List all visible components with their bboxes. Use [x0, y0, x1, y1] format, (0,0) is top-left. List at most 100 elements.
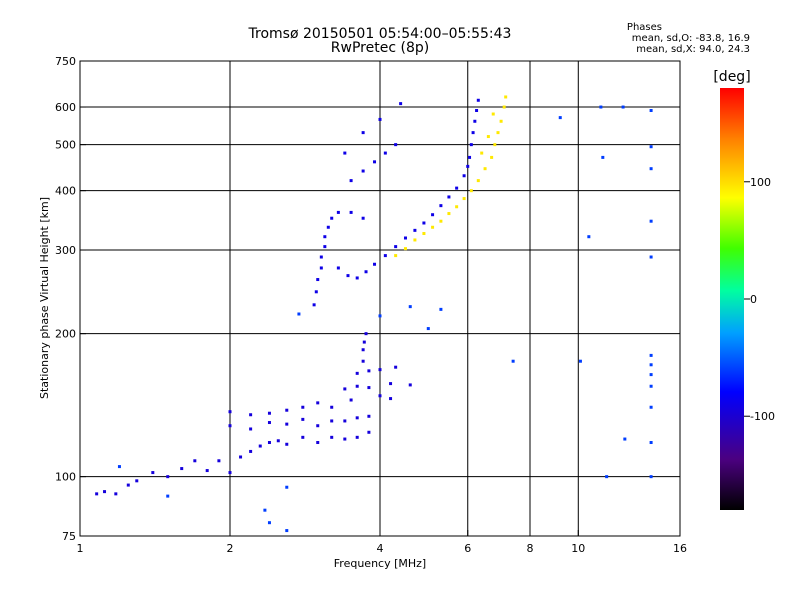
data-point: [493, 143, 497, 147]
data-point: [502, 105, 506, 109]
data-point: [319, 255, 323, 259]
data-point: [475, 108, 479, 112]
data-point: [649, 405, 653, 409]
data-point: [285, 422, 289, 426]
data-point: [462, 174, 466, 178]
data-point: [297, 312, 301, 316]
y-tick-label: 600: [55, 101, 76, 114]
data-point: [649, 167, 653, 171]
data-point: [558, 116, 562, 120]
data-point: [361, 169, 365, 173]
colorbar-tick-label: -100: [750, 410, 775, 423]
data-point: [103, 490, 107, 494]
data-point: [623, 437, 627, 441]
data-point: [312, 303, 316, 307]
data-point: [316, 441, 320, 445]
data-point: [483, 167, 487, 171]
data-point: [336, 210, 340, 214]
x-tick-label: 1: [77, 542, 84, 555]
data-point: [403, 236, 407, 240]
data-point: [431, 225, 435, 229]
data-point: [314, 290, 318, 294]
x-tick-label: 6: [464, 542, 471, 555]
data-point: [455, 205, 459, 209]
data-point: [439, 307, 443, 311]
data-point: [316, 401, 320, 405]
data-point: [373, 262, 377, 266]
data-point: [285, 485, 289, 489]
data-point: [336, 266, 340, 270]
data-point: [355, 416, 359, 420]
data-point: [343, 151, 347, 155]
data-point: [267, 441, 271, 445]
data-point: [249, 413, 253, 417]
data-point: [326, 225, 330, 229]
data-point: [367, 369, 371, 373]
data-point: [378, 394, 382, 398]
y-tick-label: 75: [62, 530, 76, 543]
data-point: [462, 197, 466, 201]
data-point: [343, 387, 347, 391]
colorbar-label: [deg]: [713, 69, 750, 85]
data-point: [499, 119, 503, 123]
data-point: [486, 135, 490, 139]
data-point: [649, 353, 653, 357]
colorbar-tick-label: 0: [750, 293, 757, 306]
data-point: [355, 384, 359, 388]
phases-ordinary-stats: mean, sd,O: -83.8, 16.9: [631, 33, 750, 44]
data-point: [378, 117, 382, 121]
data-point: [399, 102, 403, 106]
data-point: [367, 386, 371, 390]
colorbar-tick-label: 100: [750, 176, 771, 189]
data-point: [361, 216, 365, 220]
data-point: [367, 414, 371, 418]
data-point: [408, 383, 412, 387]
chart-subtitle: RwPretec (8p): [330, 40, 430, 56]
data-point: [468, 155, 472, 159]
data-point: [349, 179, 353, 183]
data-point: [361, 348, 365, 352]
data-point: [491, 112, 495, 116]
y-axis-label: Stationary phase Virtual Height [km]: [38, 197, 51, 399]
data-point: [469, 189, 473, 193]
x-tick-label: 2: [227, 542, 234, 555]
data-point: [301, 405, 305, 409]
data-point: [263, 508, 267, 512]
data-point: [205, 469, 209, 473]
data-point: [455, 186, 459, 190]
data-point: [362, 340, 366, 344]
data-point: [364, 332, 368, 336]
data-point: [355, 371, 359, 375]
data-point: [422, 221, 426, 225]
data-point: [285, 442, 289, 446]
data-point: [439, 219, 443, 223]
data-point: [343, 419, 347, 423]
data-point: [228, 471, 232, 475]
colorbar-ticks: 100 0 -100: [744, 176, 775, 423]
data-point: [447, 195, 451, 199]
data-point: [166, 475, 170, 479]
data-point: [649, 475, 653, 479]
data-point: [383, 151, 387, 155]
data-point: [316, 278, 320, 282]
data-point: [323, 235, 327, 239]
data-point: [346, 274, 350, 278]
data-point: [469, 143, 473, 147]
data-point: [473, 119, 477, 123]
data-point: [239, 455, 243, 459]
data-point: [267, 411, 271, 415]
y-tick-label: 300: [55, 244, 76, 257]
data-point: [361, 359, 365, 363]
data-point: [389, 382, 393, 386]
data-point: [258, 444, 262, 448]
data-point: [330, 435, 334, 439]
data-point: [490, 155, 494, 159]
data-point: [466, 164, 470, 168]
data-point: [408, 305, 412, 309]
data-point: [228, 410, 232, 414]
data-point: [431, 213, 435, 217]
data-point: [394, 143, 398, 147]
data-point: [422, 232, 426, 236]
data-point: [114, 492, 118, 496]
